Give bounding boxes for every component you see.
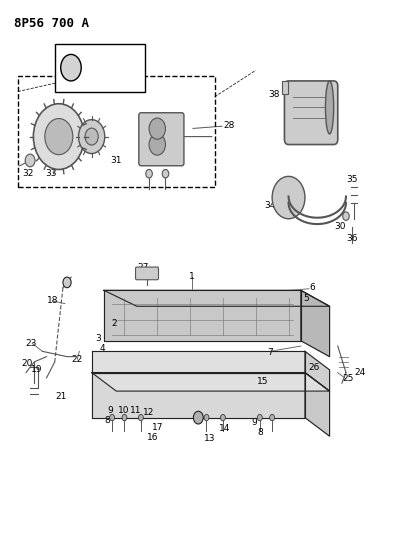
Circle shape [33, 104, 84, 169]
Text: 30: 30 [160, 159, 171, 167]
Text: 37: 37 [289, 119, 300, 128]
Polygon shape [104, 290, 301, 341]
Text: 36: 36 [347, 234, 358, 243]
Text: 24: 24 [355, 368, 366, 377]
Text: 8: 8 [104, 416, 110, 425]
Text: 32: 32 [22, 169, 34, 178]
FancyBboxPatch shape [285, 81, 338, 144]
Text: 8: 8 [257, 429, 263, 438]
FancyBboxPatch shape [282, 81, 288, 94]
Text: 22: 22 [71, 355, 83, 364]
Polygon shape [305, 373, 330, 436]
Text: 9: 9 [107, 406, 113, 415]
Text: 6: 6 [309, 283, 315, 292]
Text: 12: 12 [142, 408, 154, 417]
Circle shape [25, 154, 35, 167]
Circle shape [85, 128, 98, 145]
Text: 5: 5 [304, 294, 309, 303]
Circle shape [78, 119, 105, 154]
Text: 9: 9 [252, 418, 257, 427]
Circle shape [149, 118, 166, 139]
Circle shape [61, 54, 81, 81]
Circle shape [270, 415, 275, 421]
Text: 8P56 700 A: 8P56 700 A [14, 17, 89, 30]
Circle shape [257, 415, 262, 421]
Text: 29: 29 [141, 159, 153, 167]
Text: 30: 30 [334, 222, 346, 231]
Text: 1: 1 [189, 271, 195, 280]
Circle shape [272, 176, 305, 219]
Circle shape [343, 212, 349, 220]
Circle shape [63, 277, 71, 288]
Circle shape [146, 169, 152, 178]
Text: 2: 2 [112, 319, 117, 328]
Text: 11: 11 [130, 406, 142, 415]
Circle shape [122, 415, 127, 421]
Text: 38: 38 [268, 90, 280, 99]
Text: 13: 13 [204, 434, 216, 443]
Polygon shape [92, 373, 305, 418]
Text: 33: 33 [45, 169, 56, 178]
Text: 4: 4 [99, 344, 105, 353]
Text: 15: 15 [257, 377, 269, 386]
Polygon shape [104, 290, 330, 306]
Ellipse shape [325, 81, 334, 134]
Text: 3: 3 [96, 334, 102, 343]
FancyBboxPatch shape [135, 267, 159, 280]
Text: 39: 39 [45, 148, 56, 157]
Text: ВНИМАНИЕ: ВНИМАНИЕ [104, 79, 133, 84]
Text: ATTENTION
WARNING
VORSICHT: ATTENTION WARNING VORSICHT [104, 57, 144, 75]
Bar [55, 44, 145, 92]
Circle shape [162, 169, 169, 178]
Text: 16: 16 [147, 433, 159, 442]
Text: 25: 25 [342, 374, 354, 383]
Text: 23: 23 [25, 339, 37, 348]
Text: 10: 10 [118, 406, 129, 415]
Circle shape [110, 415, 115, 421]
Polygon shape [305, 351, 330, 391]
Text: 35: 35 [347, 174, 358, 183]
Circle shape [221, 415, 225, 421]
Circle shape [204, 415, 209, 421]
Text: 17: 17 [152, 423, 164, 432]
Text: 28: 28 [223, 122, 235, 131]
Text: 21: 21 [55, 392, 66, 401]
Circle shape [193, 411, 203, 424]
Text: 19: 19 [31, 366, 43, 374]
Text: M20×L5: M20×L5 [62, 66, 80, 70]
Text: 18: 18 [47, 296, 58, 305]
Text: 31: 31 [111, 156, 122, 165]
Circle shape [45, 118, 73, 155]
Text: 14: 14 [219, 424, 230, 433]
Polygon shape [92, 351, 305, 373]
Polygon shape [301, 290, 330, 357]
Text: 27: 27 [137, 263, 149, 271]
FancyBboxPatch shape [139, 113, 184, 166]
Polygon shape [92, 373, 330, 391]
Text: 7: 7 [267, 348, 273, 357]
Text: 20: 20 [21, 359, 33, 367]
Circle shape [138, 415, 143, 421]
Circle shape [149, 134, 166, 155]
Text: 34: 34 [264, 201, 276, 210]
Text: 26: 26 [308, 363, 320, 372]
